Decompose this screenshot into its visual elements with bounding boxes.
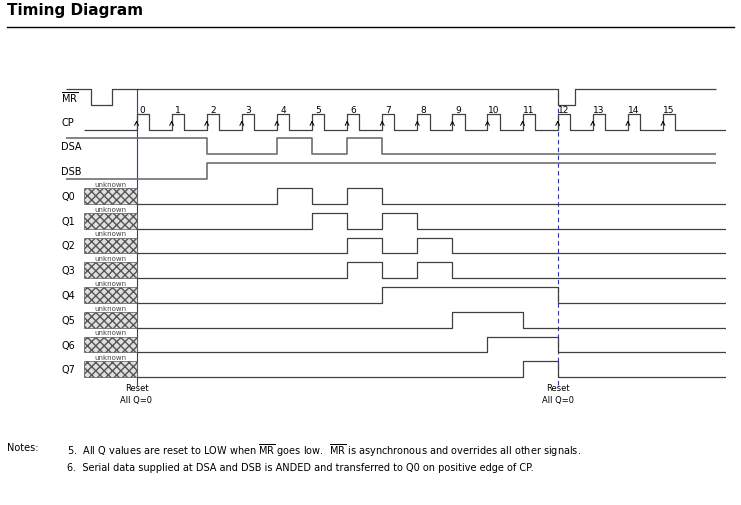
Text: unknown: unknown xyxy=(94,305,126,311)
Text: 12: 12 xyxy=(558,106,570,115)
Text: Q6: Q6 xyxy=(61,340,75,350)
Text: Timing Diagram: Timing Diagram xyxy=(7,3,144,18)
Bar xyxy=(84,214,136,229)
Text: unknown: unknown xyxy=(94,181,126,187)
Text: 4: 4 xyxy=(280,106,286,115)
Bar xyxy=(84,263,136,279)
Text: Q7: Q7 xyxy=(61,365,75,375)
Bar xyxy=(84,312,136,328)
Text: unknown: unknown xyxy=(94,231,126,237)
Text: Q3: Q3 xyxy=(61,266,75,276)
Bar xyxy=(84,287,136,304)
Text: Q0: Q0 xyxy=(61,191,75,201)
Text: 3: 3 xyxy=(245,106,250,115)
Text: 1: 1 xyxy=(175,106,181,115)
Text: 13: 13 xyxy=(594,106,605,115)
Text: 6.  Serial data supplied at DSA and DSB is ANDED and transferred to Q0 on positi: 6. Serial data supplied at DSA and DSB i… xyxy=(67,462,534,472)
Text: unknown: unknown xyxy=(94,280,126,286)
Text: Q2: Q2 xyxy=(61,241,75,251)
Text: 15: 15 xyxy=(663,106,675,115)
Text: DSA: DSA xyxy=(61,142,82,152)
Text: $\overline{\rm MR}$: $\overline{\rm MR}$ xyxy=(61,90,79,105)
Bar xyxy=(84,337,136,353)
Text: 14: 14 xyxy=(628,106,639,115)
Text: unknown: unknown xyxy=(94,330,126,336)
Text: DSB: DSB xyxy=(61,167,82,177)
Text: 8: 8 xyxy=(421,106,426,115)
Text: CP: CP xyxy=(61,117,74,127)
Text: Notes:: Notes: xyxy=(7,442,39,452)
Text: unknown: unknown xyxy=(94,206,126,212)
Text: 7: 7 xyxy=(385,106,391,115)
Bar xyxy=(84,238,136,254)
Text: Q4: Q4 xyxy=(61,290,75,300)
Text: 9: 9 xyxy=(456,106,462,115)
Bar xyxy=(84,362,136,378)
Text: 0: 0 xyxy=(140,106,145,115)
Text: Reset
All Q=0: Reset All Q=0 xyxy=(542,384,574,404)
Text: Reset
All Q=0: Reset All Q=0 xyxy=(121,384,153,404)
Text: 6: 6 xyxy=(350,106,356,115)
Text: unknown: unknown xyxy=(94,256,126,262)
Bar xyxy=(84,189,136,205)
Text: 11: 11 xyxy=(523,106,534,115)
Text: 5.  All Q values are reset to LOW when $\overline{\rm MR}$ goes low.  $\overline: 5. All Q values are reset to LOW when $\… xyxy=(67,442,581,458)
Text: 10: 10 xyxy=(488,106,499,115)
Text: Q5: Q5 xyxy=(61,315,75,325)
Text: Q1: Q1 xyxy=(61,216,75,226)
Text: unknown: unknown xyxy=(94,355,126,361)
Text: 5: 5 xyxy=(315,106,321,115)
Text: 2: 2 xyxy=(210,106,216,115)
